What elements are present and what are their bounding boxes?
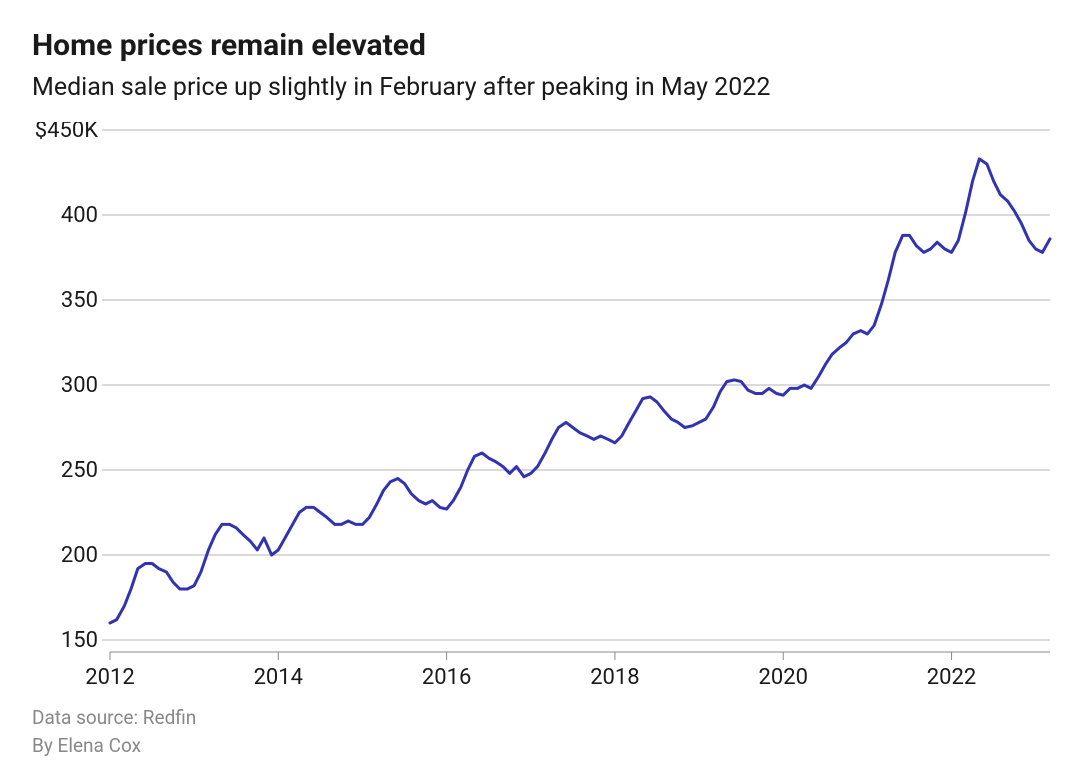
x-tick-label: 2012 — [85, 665, 134, 688]
y-tick-label: 250 — [61, 458, 98, 483]
x-tick-label: 2014 — [254, 665, 303, 688]
x-tick-label: 2020 — [758, 665, 807, 688]
x-tick-label: 2018 — [590, 665, 639, 688]
y-tick-label: 200 — [61, 543, 98, 568]
x-tick-label: 2022 — [927, 665, 976, 688]
chart-footer: Data source: Redfin By Elena Cox — [32, 704, 1060, 759]
chart-plot-area: 150 200 250 300 350 400 $450K 2012 2014 2016 2018 2… — [32, 122, 1060, 692]
data-source-line: Data source: Redfin — [32, 704, 1060, 732]
price-line-series — [110, 159, 1050, 623]
byline: By Elena Cox — [32, 732, 1060, 760]
y-tick-label: 300 — [61, 373, 98, 398]
chart-container: Home prices remain elevated Median sale … — [0, 0, 1080, 770]
y-tick-label: 150 — [61, 628, 98, 653]
chart-subtitle: Median sale price up slightly in Februar… — [32, 73, 1060, 102]
y-tick-label: 350 — [61, 288, 98, 313]
x-tick-label: 2016 — [422, 665, 471, 688]
y-tick-label: 400 — [61, 203, 98, 228]
y-tick-label: $450K — [35, 122, 98, 143]
line-chart-svg: 150 200 250 300 350 400 $450K 2012 2014 2016 2018 2… — [32, 122, 1064, 688]
chart-title: Home prices remain elevated — [32, 28, 1060, 63]
